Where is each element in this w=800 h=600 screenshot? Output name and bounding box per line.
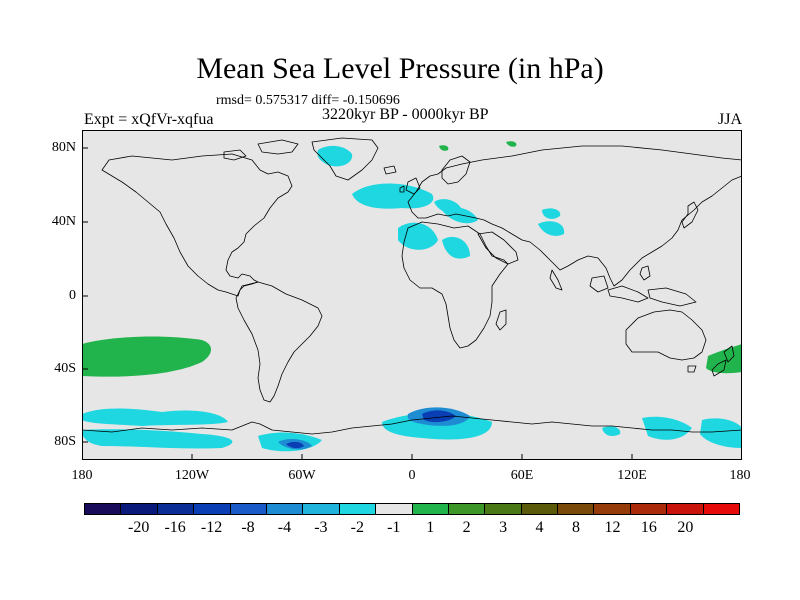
colorbar-swatch <box>121 504 158 514</box>
colorbar-swatch <box>85 504 122 514</box>
lat-label: 80S <box>54 434 76 449</box>
map-panel <box>82 130 742 460</box>
antarctica-coast <box>82 415 742 435</box>
lat-label: 40N <box>51 214 76 229</box>
colorbar-swatch <box>703 504 740 514</box>
colorbar-label: -2 <box>350 519 364 536</box>
north-america-coast <box>101 153 293 297</box>
colorbar-swatch <box>339 504 377 514</box>
greenland-coast <box>311 137 379 181</box>
colorbar-label: -4 <box>277 519 292 536</box>
colorbar-label: -1 <box>387 519 401 536</box>
colorbar-label: 16 <box>640 519 657 536</box>
colorbar-label: -12 <box>200 519 223 536</box>
coastlines <box>82 137 742 435</box>
lon-label: 0 <box>408 468 416 483</box>
colorbar-label: -16 <box>164 519 186 536</box>
australia-coast <box>625 309 707 361</box>
ocean-background <box>82 130 742 460</box>
lon-label: 60W <box>288 468 316 483</box>
colorbar-label: 4 <box>535 519 544 536</box>
colorbar-label: 12 <box>604 519 621 536</box>
colorbar-swatch <box>157 504 195 514</box>
colorbar-label: 1 <box>426 519 435 536</box>
colorbar-label: 8 <box>572 519 580 536</box>
colorbar-swatch <box>558 504 595 514</box>
map-title: Mean Sea Level Pressure (in hPa) <box>196 52 604 85</box>
colorbar-swatch <box>667 504 704 514</box>
africa-coast <box>401 221 509 349</box>
period-label: 3220kyr BP - 0000kyr BP <box>322 106 489 123</box>
colorbar-swatch <box>230 504 267 514</box>
lon-label: 180 <box>729 468 751 483</box>
stats-text: rmsd= 0.575317 diff= -0.150696 <box>216 93 400 108</box>
lon-label: 60E <box>510 468 534 483</box>
colorbar-swatch <box>303 504 340 514</box>
colorbar-label: -8 <box>241 519 255 536</box>
colorbar-label: 20 <box>677 519 694 536</box>
colorbar-swatch <box>521 504 559 514</box>
lat-label: 80N <box>51 140 76 155</box>
lat-label: 0 <box>69 288 76 303</box>
colorbar-swatch <box>194 504 231 514</box>
colorbar-swatch <box>448 504 486 514</box>
lon-label: 120E <box>617 468 647 483</box>
colorbar-swatch <box>376 504 413 514</box>
colorbar-swatch <box>412 504 449 514</box>
eurasia-coast <box>407 145 742 287</box>
lon-label: 180 <box>71 468 93 483</box>
colorbar-label: -20 <box>127 519 150 536</box>
axis-ticks <box>82 147 633 460</box>
colorbar-label: -3 <box>314 519 328 536</box>
colorbar-swatch <box>630 504 668 514</box>
colorbar-label: 2 <box>462 519 471 536</box>
season-label: JJA <box>717 111 742 128</box>
lon-label: 120W <box>174 468 210 483</box>
colorbar <box>84 503 740 515</box>
colorbar-label: 3 <box>499 519 508 536</box>
south-america-coast <box>235 281 323 403</box>
colorbar-swatch <box>594 504 631 514</box>
lat-label: 40S <box>54 361 76 376</box>
experiment-label: Expt = xQfVr-xqfua <box>84 111 214 128</box>
colorbar-swatch <box>266 504 304 514</box>
colorbar-swatch <box>485 504 522 514</box>
map-canvas <box>82 130 742 460</box>
